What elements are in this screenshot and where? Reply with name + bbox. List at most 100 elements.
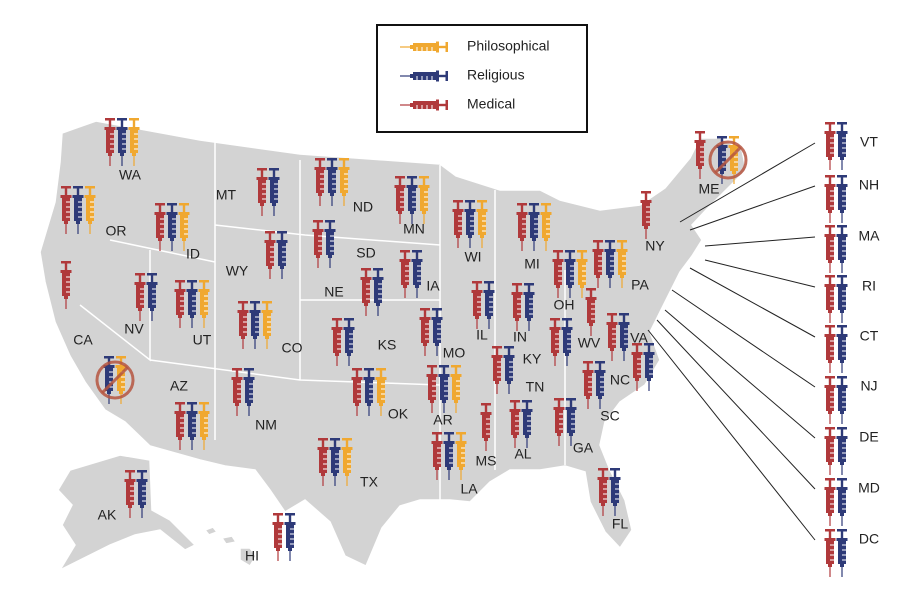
collar xyxy=(103,365,115,368)
barrel xyxy=(513,295,521,318)
connector-line xyxy=(704,259,816,288)
syringe xyxy=(324,220,336,268)
barrel xyxy=(551,330,559,353)
barrel xyxy=(433,444,441,467)
plunger-rod xyxy=(557,400,561,407)
collar xyxy=(174,411,186,414)
tip xyxy=(568,285,572,288)
tip xyxy=(840,157,844,160)
barrel xyxy=(266,243,274,266)
tip xyxy=(513,435,517,438)
plunger-rod xyxy=(265,303,269,310)
syringe xyxy=(314,158,326,206)
plunger-handle xyxy=(179,203,189,206)
barrel xyxy=(473,293,481,316)
state-label: DC xyxy=(859,531,879,547)
tip xyxy=(720,171,724,174)
tip xyxy=(333,473,337,476)
plunger-handle xyxy=(554,398,564,401)
plunger-handle xyxy=(167,203,177,206)
plunger-rod xyxy=(247,370,251,377)
syringe xyxy=(609,468,621,516)
plunger-rod xyxy=(333,440,337,447)
collar xyxy=(84,195,96,198)
tip xyxy=(610,348,614,351)
collar xyxy=(483,290,495,293)
collar xyxy=(115,365,127,368)
state-label: AZ xyxy=(170,378,188,394)
collar xyxy=(616,249,628,252)
tip xyxy=(557,433,561,436)
syringe xyxy=(549,318,561,366)
tip xyxy=(410,45,413,49)
connector-line xyxy=(689,185,816,231)
barrel xyxy=(838,439,846,462)
barrel xyxy=(608,325,616,348)
state-label: VT xyxy=(860,134,878,150)
barrel xyxy=(428,377,436,400)
syringe xyxy=(836,427,848,475)
barrel xyxy=(200,414,208,437)
barrel xyxy=(511,412,519,435)
plunger-rod xyxy=(532,205,536,212)
barrel xyxy=(826,287,834,310)
plunger-handle xyxy=(512,283,522,286)
syringe xyxy=(174,402,186,450)
tip xyxy=(475,316,479,319)
syringe xyxy=(836,325,848,373)
state-label: ME xyxy=(699,181,720,197)
plunger-rod xyxy=(439,45,446,49)
barrel xyxy=(445,444,453,467)
plunger-handle xyxy=(364,368,374,371)
collar xyxy=(824,538,836,541)
plunger-handle xyxy=(412,250,422,253)
plunger-handle xyxy=(837,175,847,178)
barrel xyxy=(826,388,834,411)
barrel xyxy=(555,410,563,433)
tip xyxy=(480,235,484,238)
syringe xyxy=(198,280,210,328)
collar xyxy=(836,385,848,388)
collar xyxy=(824,487,836,490)
syringe xyxy=(483,281,495,329)
tip xyxy=(379,403,383,406)
plunger-handle xyxy=(250,301,260,304)
barrel xyxy=(482,415,490,438)
plunger-handle xyxy=(61,186,71,189)
barrel xyxy=(838,337,846,360)
state-label: ND xyxy=(353,199,373,215)
plunger-rod xyxy=(335,320,339,327)
barrel xyxy=(826,134,834,157)
collar xyxy=(561,327,573,330)
tip xyxy=(119,391,123,394)
plunger-handle xyxy=(244,368,254,371)
tip xyxy=(435,343,439,346)
plunger-handle xyxy=(445,42,448,52)
collar xyxy=(824,131,836,134)
plunger-rod xyxy=(321,440,325,447)
alaska xyxy=(57,454,197,572)
plunger-rod xyxy=(459,434,463,441)
plunger-rod xyxy=(422,178,426,185)
syringe xyxy=(237,301,249,349)
syringe xyxy=(509,400,521,448)
collar xyxy=(438,374,450,377)
syringe xyxy=(438,365,450,413)
plunger-rod xyxy=(635,345,639,352)
collar xyxy=(553,407,565,410)
plunger-rod xyxy=(828,124,832,131)
barrel xyxy=(420,188,428,211)
collar xyxy=(312,229,324,232)
tip xyxy=(840,411,844,414)
tip xyxy=(345,473,349,476)
syringe xyxy=(426,365,438,413)
collar xyxy=(552,259,564,262)
plunger-rod xyxy=(235,370,239,377)
eliminated-circle xyxy=(708,140,748,180)
barrel xyxy=(86,198,94,221)
barrel xyxy=(239,313,247,336)
plunger-handle xyxy=(453,200,463,203)
state-label: SC xyxy=(600,408,619,424)
legend: Philosophical Religious Medical xyxy=(376,24,588,133)
plunger-rod xyxy=(596,242,600,249)
